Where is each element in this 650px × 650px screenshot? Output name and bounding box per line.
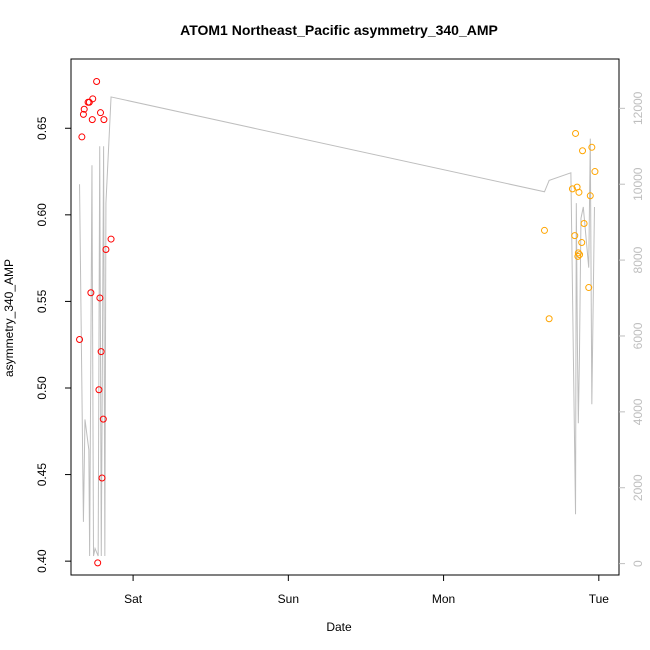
- y-right-tick-label: 2000: [631, 474, 645, 501]
- data-point: [97, 109, 104, 117]
- y-tick-label: 0.65: [35, 116, 49, 140]
- data-point: [107, 235, 115, 243]
- data-point: [575, 188, 583, 196]
- data-point: [78, 133, 86, 141]
- data-point: [87, 289, 95, 297]
- data-point: [80, 105, 88, 113]
- right-series-line: [79, 96, 595, 557]
- data-point: [571, 232, 579, 240]
- data-point: [568, 185, 576, 193]
- data-point: [585, 284, 593, 292]
- y-right-tick-label: 0: [631, 560, 645, 567]
- data-point: [96, 294, 104, 302]
- y-right-tick-label: 8000: [631, 246, 645, 273]
- data-point: [574, 252, 582, 260]
- y-tick-label: 0.60: [35, 203, 49, 227]
- y-tick-label: 0.50: [35, 376, 49, 400]
- y-right-tick-label: 6000: [631, 322, 645, 349]
- data-point: [579, 147, 587, 155]
- data-point: [93, 78, 101, 86]
- y-axis-right: 0 2000 4000 6000 8000 10000 12000: [619, 91, 645, 567]
- data-point: [580, 220, 588, 227]
- x-tick-label: Tue: [589, 592, 610, 606]
- data-point: [94, 559, 102, 567]
- y-tick-label: 0.45: [35, 463, 49, 487]
- data-point: [574, 249, 582, 257]
- data-point: [99, 415, 107, 423]
- right-series-layer: [79, 96, 595, 557]
- data-point: [79, 110, 87, 118]
- x-tick-label: Mon: [432, 592, 455, 606]
- data-point: [102, 245, 110, 253]
- y-right-tick-label: 4000: [631, 398, 645, 425]
- data-point: [576, 251, 584, 259]
- x-tick-label: Sat: [124, 592, 143, 606]
- data-point: [591, 168, 599, 176]
- data-point: [95, 386, 103, 394]
- data-point: [572, 129, 580, 137]
- plot-frame: [70, 58, 620, 576]
- data-point: [588, 143, 596, 151]
- data-point: [88, 116, 96, 124]
- data-point: [545, 315, 553, 323]
- data-point: [578, 239, 586, 247]
- data-point: [76, 336, 84, 344]
- y-axis-left: 0.40 0.45 0.50 0.55 0.60 0.65: [35, 116, 71, 573]
- data-point: [98, 474, 106, 482]
- data-point: [89, 95, 97, 103]
- y-right-tick-label: 12000: [631, 91, 645, 125]
- x-tick-label: Sun: [278, 592, 299, 606]
- x-axis-label: Date: [326, 620, 352, 634]
- points-layer: [76, 78, 599, 567]
- y-right-tick-label: 10000: [631, 167, 645, 201]
- y-axis-label: asymmetry_340_AMP: [2, 259, 16, 377]
- data-point: [97, 348, 105, 356]
- data-point: [540, 226, 548, 234]
- data-point: [586, 192, 594, 200]
- y-tick-label: 0.40: [35, 549, 49, 573]
- chart-title: ATOM1 Northeast_Pacific asymmetry_340_AM…: [180, 22, 498, 38]
- x-axis: Sat Sun Mon Tue: [124, 575, 609, 606]
- y-tick-label: 0.55: [35, 289, 49, 313]
- data-point: [100, 116, 108, 124]
